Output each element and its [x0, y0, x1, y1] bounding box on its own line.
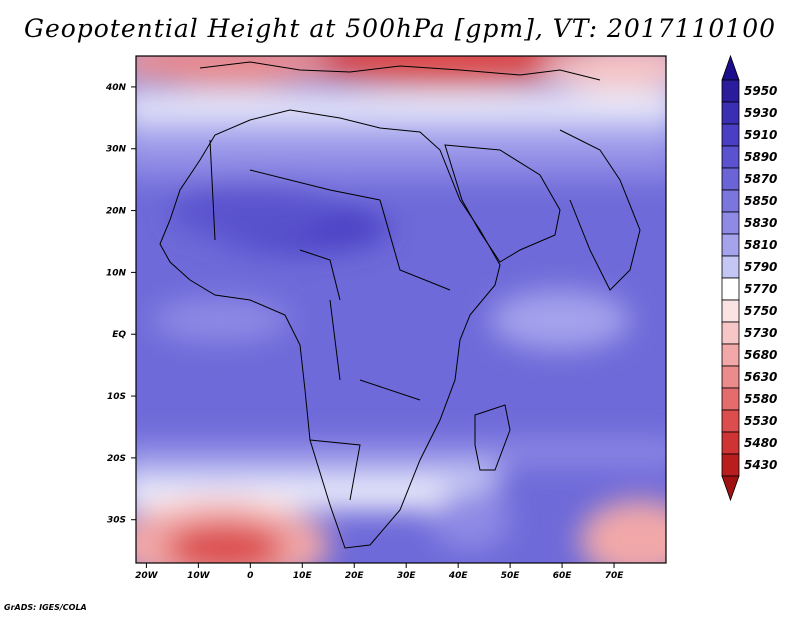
colorbar-label: 5580: [744, 392, 777, 406]
colorbar-swatch: [721, 365, 740, 389]
colorbar-label: 5530: [744, 414, 777, 428]
colorbar-bottom-arrow: [721, 475, 740, 502]
lat-tick-label: 10N: [106, 268, 127, 278]
lat-tick-label: 30S: [107, 516, 126, 526]
lon-tick-label: 10W: [187, 571, 211, 581]
colorbar-label: 5750: [744, 304, 777, 318]
colorbar-swatch: [721, 123, 740, 147]
colorbar-swatch: [721, 233, 740, 257]
colorbar-swatch: [721, 387, 740, 411]
lon-tick-label: 70E: [605, 571, 625, 581]
colorbar-label: 5830: [744, 216, 777, 230]
colorbar: 5950 5930 5910 5890 5870 5850 5830 5810 5790 5770…: [721, 54, 777, 502]
colorbar-swatch: [721, 299, 740, 323]
lon-tick-label: 50E: [501, 571, 521, 581]
colorbar-swatch: [721, 211, 740, 235]
colorbar-swatch: [721, 343, 740, 367]
latitude-axis: 40N 30N 20N 10N EQ 10S 20S 30S: [105, 83, 136, 526]
lat-tick-label: 30N: [106, 145, 127, 155]
colorbar-label: 5890: [744, 150, 777, 164]
colorbar-swatch: [721, 189, 740, 213]
colorbar-label: 5770: [744, 282, 777, 296]
colorbar-swatch: [721, 321, 740, 345]
lon-tick-label: 20W: [135, 571, 159, 581]
lat-tick-label: 20S: [107, 454, 126, 464]
colorbar-label: 5950: [744, 84, 777, 98]
colorbar-swatch: [721, 79, 740, 103]
lat-tick-label: 40N: [105, 83, 127, 93]
colorbar-swatch: [721, 255, 740, 279]
height-field: [136, 56, 666, 563]
plot-frame: [135, 55, 667, 564]
colorbar-label: 5630: [744, 370, 777, 384]
colorbar-label: 5430: [744, 458, 777, 472]
colorbar-label: 5790: [744, 260, 777, 274]
colorbar-swatch: [721, 145, 740, 169]
lon-tick-label: 10E: [293, 571, 313, 581]
colorbar-swatch: [721, 431, 740, 455]
lat-tick-label: 20N: [106, 207, 127, 217]
credit-text: GrADS: IGES/COLA: [4, 603, 87, 612]
lon-tick-label: 60E: [553, 571, 573, 581]
colorbar-label: 5930: [744, 106, 777, 120]
lon-tick-label: 20E: [345, 571, 365, 581]
colorbar-swatch: [721, 101, 740, 125]
lon-tick-label: 30E: [397, 571, 417, 581]
colorbar-label: 5810: [744, 238, 777, 252]
lon-tick-label: 0: [247, 571, 253, 581]
colorbar-label: 5680: [744, 348, 777, 362]
colorbar-swatch: [721, 453, 740, 477]
colorbar-label: 5730: [744, 326, 777, 340]
colorbar-swatch: [721, 277, 740, 301]
chart-title: Geopotential Height at 500hPa [gpm], VT:…: [23, 14, 777, 43]
coastline-outline: [159, 61, 641, 549]
lon-tick-label: 40E: [448, 571, 469, 581]
colorbar-swatch: [721, 167, 740, 191]
colorbar-label: 5850: [744, 194, 777, 208]
colorbar-top-arrow: [721, 54, 740, 81]
colorbar-swatch: [721, 409, 740, 433]
colorbar-label: 5480: [744, 436, 777, 450]
lat-tick-label: 10S: [107, 392, 126, 402]
longitude-axis: 20W 10W 0 10E 20E 30E 40E 50E 60E 70E: [135, 563, 624, 581]
colorbar-label: 5870: [744, 172, 777, 186]
lat-tick-label: EQ: [112, 330, 126, 340]
colorbar-label: 5910: [744, 128, 777, 142]
